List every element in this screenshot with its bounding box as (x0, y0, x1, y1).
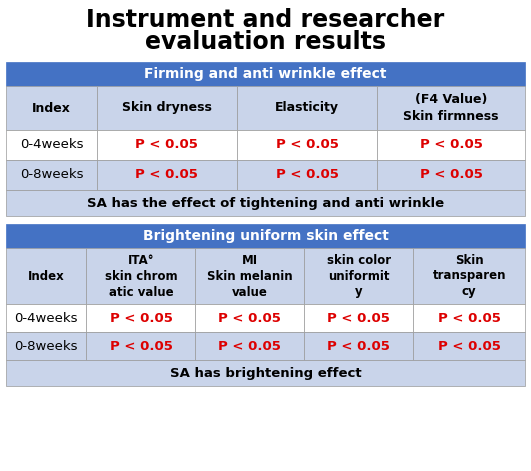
Text: P < 0.05: P < 0.05 (419, 169, 483, 181)
Text: ITA°
skin chrom
atic value: ITA° skin chrom atic value (105, 253, 177, 299)
Text: P < 0.05: P < 0.05 (438, 340, 501, 352)
Text: P < 0.05: P < 0.05 (109, 311, 173, 325)
Text: P < 0.05: P < 0.05 (218, 311, 281, 325)
Text: 0-4weeks: 0-4weeks (14, 311, 78, 325)
Text: P < 0.05: P < 0.05 (328, 311, 390, 325)
Bar (6, 224, 525, 248)
Bar (97, 160, 237, 190)
Bar (87, 332, 195, 360)
Bar (237, 130, 377, 160)
Text: Elasticity: Elasticity (275, 101, 339, 114)
Bar (414, 248, 525, 304)
Bar (6, 130, 97, 160)
Text: P < 0.05: P < 0.05 (135, 169, 198, 181)
Text: Firming and anti wrinkle effect: Firming and anti wrinkle effect (144, 67, 387, 81)
Bar (6, 190, 525, 216)
Text: Skin dryness: Skin dryness (122, 101, 212, 114)
Text: P < 0.05: P < 0.05 (438, 311, 501, 325)
Bar (6, 304, 87, 332)
Bar (87, 304, 195, 332)
Bar (6, 160, 97, 190)
Text: P < 0.05: P < 0.05 (276, 169, 338, 181)
Text: P < 0.05: P < 0.05 (276, 138, 338, 152)
Text: P < 0.05: P < 0.05 (419, 138, 483, 152)
Text: P < 0.05: P < 0.05 (135, 138, 198, 152)
Bar (304, 304, 414, 332)
Text: Index: Index (32, 101, 71, 114)
Bar (237, 160, 377, 190)
Text: (F4 Value)
Skin firmness: (F4 Value) Skin firmness (403, 94, 499, 122)
Bar (414, 332, 525, 360)
Text: SA has brightening effect: SA has brightening effect (170, 366, 361, 380)
Bar (304, 248, 414, 304)
Bar (377, 86, 525, 130)
Bar (87, 248, 195, 304)
Bar (414, 304, 525, 332)
Bar (237, 86, 377, 130)
Text: 0-8weeks: 0-8weeks (20, 169, 83, 181)
Bar (377, 160, 525, 190)
Text: 0-8weeks: 0-8weeks (14, 340, 78, 352)
Bar (6, 86, 97, 130)
Bar (6, 332, 87, 360)
Bar (377, 130, 525, 160)
Text: P < 0.05: P < 0.05 (109, 340, 173, 352)
Text: Index: Index (28, 269, 65, 283)
Text: skin color
uniformit
y: skin color uniformit y (327, 253, 391, 299)
Bar (97, 130, 237, 160)
Text: P < 0.05: P < 0.05 (328, 340, 390, 352)
Bar (97, 86, 237, 130)
Bar (195, 332, 304, 360)
Text: Skin
transparen
cy: Skin transparen cy (432, 253, 506, 299)
Bar (6, 360, 525, 386)
Text: P < 0.05: P < 0.05 (218, 340, 281, 352)
Text: Brightening uniform skin effect: Brightening uniform skin effect (142, 229, 389, 243)
Text: evaluation results: evaluation results (145, 30, 386, 54)
Bar (195, 248, 304, 304)
Bar (6, 248, 87, 304)
Bar (6, 62, 525, 86)
Bar (195, 304, 304, 332)
Bar (304, 332, 414, 360)
Text: 0-4weeks: 0-4weeks (20, 138, 83, 152)
Text: Instrument and researcher: Instrument and researcher (87, 8, 444, 32)
Text: SA has the effect of tightening and anti wrinkle: SA has the effect of tightening and anti… (87, 196, 444, 210)
Text: MI
Skin melanin
value: MI Skin melanin value (207, 253, 293, 299)
